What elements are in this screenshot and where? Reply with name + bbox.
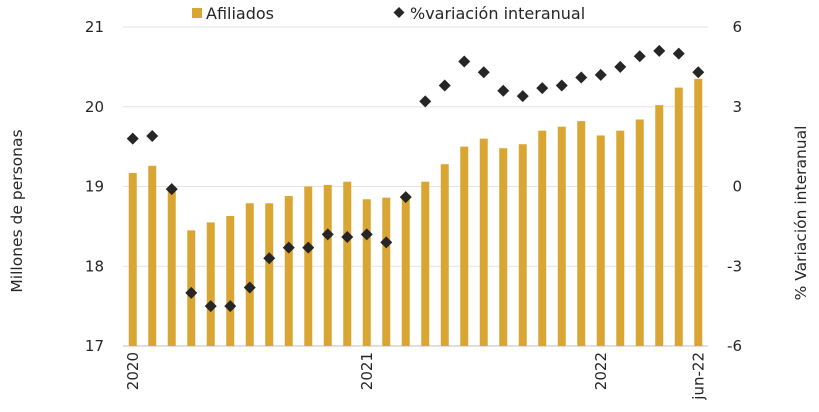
bar [128, 172, 137, 346]
bar [284, 196, 293, 346]
bar [265, 203, 274, 346]
right-axis-title: % Variación interanual [792, 126, 810, 301]
left-tick-label: 18 [85, 257, 104, 275]
point [146, 129, 159, 142]
x-tick-label: 2020 [124, 352, 142, 390]
bar [616, 130, 625, 346]
right-tick-label: 0 [732, 178, 742, 196]
point [360, 228, 373, 241]
bar [421, 181, 430, 346]
bar [304, 186, 313, 346]
point [633, 50, 646, 63]
point [263, 252, 276, 265]
point [341, 231, 354, 244]
point [594, 68, 607, 81]
bar [401, 195, 410, 346]
bar [148, 165, 157, 346]
x-tick-label: 2022 [592, 352, 610, 390]
x-axis-ticks: 2020 2021 2022 jun-22 [124, 352, 708, 401]
point [185, 286, 198, 299]
x-tick-label: 2021 [358, 352, 376, 390]
legend-label-afiliados: Afiliados [206, 4, 274, 23]
bar [674, 87, 683, 347]
point [243, 281, 256, 294]
point [126, 132, 139, 145]
bar [518, 144, 527, 346]
bar-series [128, 78, 703, 347]
point [692, 66, 705, 79]
left-tick-label: 19 [85, 178, 104, 196]
right-tick-label: -6 [727, 337, 742, 355]
point [555, 79, 568, 92]
point [165, 183, 178, 196]
point [438, 79, 451, 92]
left-tick-label: 17 [85, 337, 104, 355]
point [536, 82, 549, 95]
left-tick-label: 21 [85, 18, 104, 36]
bar [460, 146, 469, 346]
point [497, 84, 510, 97]
bar [596, 135, 605, 346]
legend: Afiliados %variación interanual [192, 4, 585, 23]
bar [694, 78, 703, 347]
bar [343, 181, 352, 346]
bar [479, 138, 488, 346]
point [419, 95, 432, 108]
point [575, 71, 588, 84]
legend-diamond-variacion [393, 7, 405, 18]
left-axis-title: Millones de personas [8, 129, 26, 292]
point [653, 44, 666, 57]
scatter-series [126, 44, 705, 313]
point [458, 55, 471, 68]
bar [440, 164, 449, 346]
point [672, 47, 685, 60]
bar [577, 121, 586, 346]
point [302, 241, 315, 254]
right-tick-label: -3 [727, 257, 742, 275]
point [224, 300, 237, 313]
right-tick-label: 3 [732, 98, 742, 116]
point [204, 300, 217, 313]
left-axis-ticks: 17 18 19 20 21 [85, 18, 104, 355]
point [477, 66, 490, 79]
bar [635, 119, 644, 346]
bar [499, 148, 508, 346]
gridlines [123, 26, 708, 267]
point [380, 236, 393, 249]
point [399, 191, 412, 204]
bar [655, 105, 664, 346]
legend-swatch-afiliados [192, 8, 202, 18]
bar [167, 190, 176, 346]
point [516, 90, 529, 103]
right-tick-label: 6 [732, 18, 742, 36]
x-tick-label: jun-22 [689, 352, 707, 401]
bar [245, 203, 254, 346]
point [321, 228, 334, 241]
bar [382, 197, 391, 346]
point [614, 60, 627, 73]
bar [206, 222, 215, 346]
right-axis-ticks: -6 -3 0 3 6 [727, 18, 742, 355]
bar [226, 216, 235, 346]
bar [362, 199, 371, 346]
point [282, 241, 295, 254]
legend-label-variacion: %variación interanual [410, 4, 585, 23]
bar [557, 126, 566, 346]
left-tick-label: 20 [85, 98, 104, 116]
bar [538, 130, 547, 346]
bar [323, 184, 332, 346]
